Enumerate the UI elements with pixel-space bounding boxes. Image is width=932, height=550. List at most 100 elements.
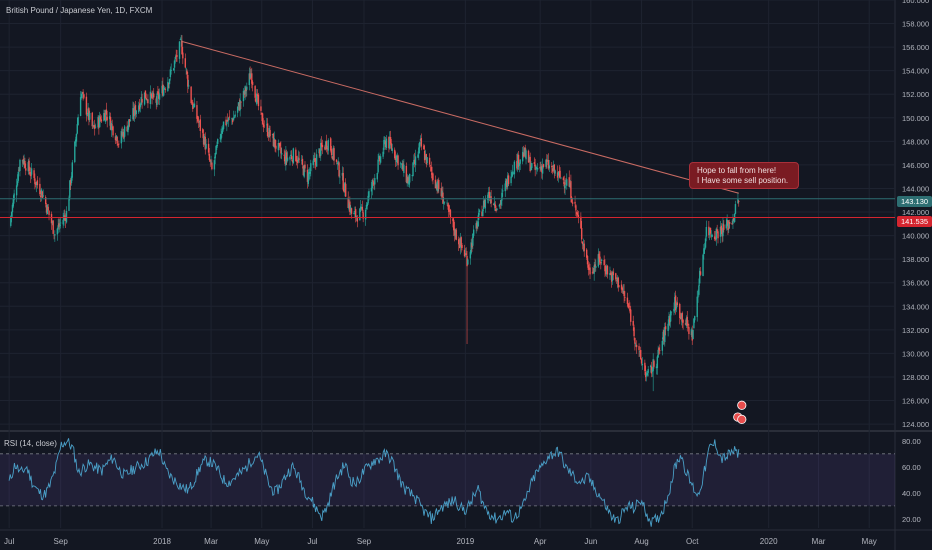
candle-body (127, 125, 129, 133)
candle-body (338, 162, 340, 177)
candle-body (192, 105, 195, 108)
x-tick-label: Jun (584, 537, 597, 546)
candle-body (453, 220, 455, 231)
candle-body (389, 137, 392, 144)
candle-body (638, 346, 640, 351)
candle-body (434, 179, 437, 189)
y-tick-label: 138.000 (902, 255, 929, 264)
candle-body (586, 256, 589, 265)
candle-body (278, 143, 280, 145)
resistance-level-tag: 141.535 (897, 216, 932, 227)
candle-body (691, 331, 693, 341)
candle-body (603, 259, 605, 266)
candle-body (632, 320, 634, 326)
candle-body (511, 172, 513, 177)
candle-body (455, 229, 457, 240)
candle-body (529, 156, 531, 171)
candle-body (436, 185, 438, 190)
candle-body (641, 363, 644, 366)
candle-body (94, 125, 96, 129)
candle-body (621, 287, 624, 291)
candle-body (163, 87, 165, 96)
candle-body (649, 365, 652, 368)
candle-body (487, 191, 490, 197)
candle-body (518, 163, 521, 166)
candle-body (221, 130, 223, 134)
candle-body (653, 360, 655, 367)
y-tick-label: 144.000 (902, 184, 929, 193)
candle-body (583, 243, 585, 252)
candle-body (542, 164, 545, 167)
candle-body (454, 229, 457, 237)
candle-body (176, 55, 178, 57)
candle-body (47, 206, 49, 211)
candle-body (506, 179, 508, 188)
candle-body (609, 273, 611, 275)
candle-body (170, 69, 172, 71)
event-marker (737, 414, 747, 424)
candle-body (291, 159, 294, 163)
candle-body (391, 148, 393, 152)
y-tick-label: 150.000 (902, 114, 929, 123)
candle-body (501, 192, 503, 201)
candle-body (208, 153, 211, 160)
candle-body (141, 99, 143, 103)
candle-body (692, 329, 694, 340)
candle-body (181, 40, 183, 55)
candle-body (530, 167, 532, 171)
candle-body (231, 119, 234, 123)
candle-body (246, 86, 248, 90)
y-tick-label: 130.000 (902, 349, 929, 358)
candle-body (615, 273, 617, 280)
annotation-callout[interactable]: Hope to fall from here! I Have some sell… (689, 162, 799, 189)
candle-body (675, 303, 678, 309)
candle-body (679, 316, 682, 319)
candle-body (447, 204, 449, 207)
x-tick-label: Sep (357, 537, 372, 546)
candle-body (598, 253, 600, 259)
candle-body (192, 102, 194, 110)
candle-body (303, 165, 305, 177)
candle-body (250, 73, 252, 78)
y-tick-label: 160.000 (902, 0, 929, 5)
candle-body (585, 249, 588, 258)
candle-body (552, 164, 555, 171)
candle-body (574, 201, 576, 204)
candle-body (443, 202, 445, 204)
candle-body (97, 117, 99, 128)
event-marker (737, 400, 747, 410)
candle-body (708, 226, 710, 236)
candle-body (360, 206, 363, 209)
candle-body (158, 92, 160, 99)
x-tick-label: Mar (204, 537, 218, 546)
candle-body (551, 165, 553, 168)
candle-body (15, 185, 18, 196)
candle-body (400, 164, 403, 165)
candle-body (599, 256, 601, 263)
candle-body (458, 244, 461, 249)
candle-body (709, 227, 712, 234)
candle-body (531, 163, 533, 168)
candle-body (640, 350, 642, 360)
x-tick-label: 2018 (153, 537, 171, 546)
candle-body (331, 156, 334, 160)
candle-body (715, 228, 718, 240)
candle-body (118, 143, 120, 145)
candle-body (615, 280, 618, 281)
y-tick-label: 152.000 (902, 90, 929, 99)
y-tick-label: 142.000 (902, 208, 929, 217)
candle-body (705, 227, 708, 237)
candle-body (484, 199, 487, 209)
candle-body (376, 173, 378, 180)
candle-body (546, 159, 548, 162)
candle-body (679, 303, 681, 319)
candle-body (383, 139, 385, 150)
candle-body (384, 140, 386, 142)
candle-body (35, 181, 38, 186)
candle-body (85, 96, 88, 115)
candle-body (356, 218, 359, 222)
candle-body (505, 180, 507, 186)
candle-body (71, 162, 73, 178)
candle-body (540, 166, 542, 170)
candle-body (626, 297, 629, 304)
